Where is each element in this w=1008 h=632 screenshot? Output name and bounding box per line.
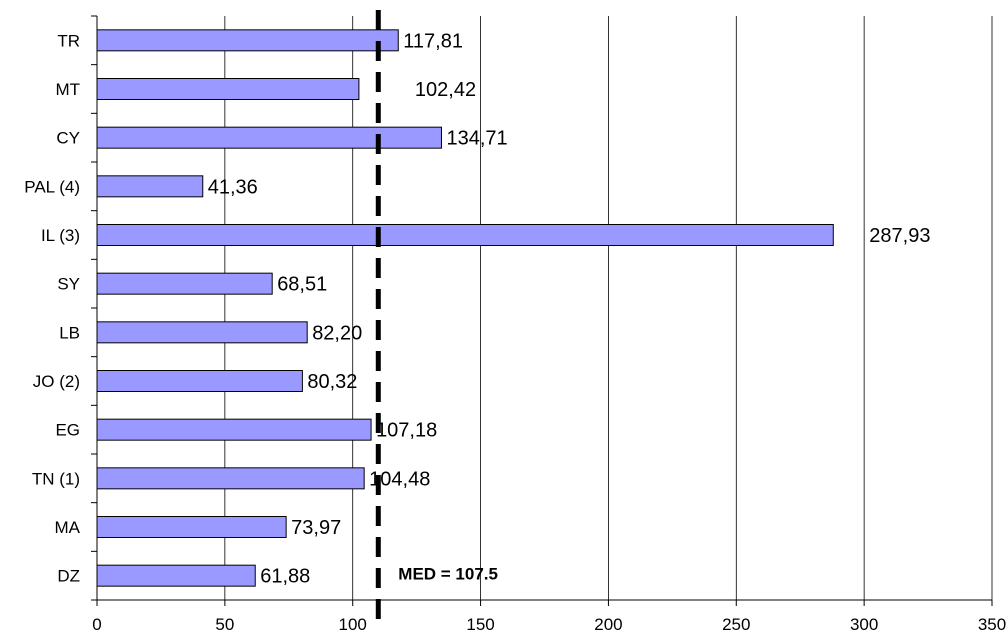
category-label: DZ <box>57 567 80 586</box>
x-tick-label: 350 <box>978 615 1006 632</box>
bar <box>96 564 256 587</box>
bar <box>96 78 360 100</box>
bar <box>96 516 287 538</box>
value-label: 134,71 <box>446 128 507 150</box>
value-label: 287,93 <box>869 225 930 247</box>
value-label: 102,42 <box>415 79 476 101</box>
category-label: SY <box>57 275 80 294</box>
axes: 0 50 100 150 200 250 300 350 <box>91 15 1006 632</box>
value-label: 117,81 <box>403 30 463 52</box>
value-label: 80,32 <box>307 371 357 393</box>
labels: TR 117,81 MT 102,42 CY 134,71 PAL (4) 41,36 IL (… <box>24 30 930 587</box>
bar <box>96 418 372 441</box>
value-label: 41,36 <box>208 176 258 198</box>
value-label: 104,48 <box>369 468 430 490</box>
x-tick-label: 50 <box>215 615 234 632</box>
category-label: LB <box>59 323 80 342</box>
bar <box>96 467 365 490</box>
bar <box>96 370 303 392</box>
value-label: 107,18 <box>376 420 437 442</box>
category-label: EG <box>55 421 80 440</box>
value-label: 68,51 <box>277 274 327 296</box>
value-label: 61,88 <box>260 566 310 588</box>
bar <box>96 29 399 52</box>
x-tick-label: 150 <box>466 615 494 632</box>
category-label: TR <box>57 31 80 50</box>
category-label: MT <box>55 80 80 99</box>
bar <box>96 175 204 198</box>
bar <box>96 126 442 149</box>
bars <box>96 29 834 587</box>
value-label: 73,97 <box>291 517 341 539</box>
grid-lines <box>224 16 993 600</box>
category-label: CY <box>56 129 80 148</box>
bar <box>96 224 834 246</box>
x-tick-label: 300 <box>850 615 878 632</box>
x-tick-label: 200 <box>594 615 622 632</box>
category-label: MA <box>55 518 81 537</box>
x-tick-label: 100 <box>339 615 367 632</box>
value-label: 82,20 <box>312 322 362 344</box>
bar <box>96 321 308 344</box>
bar <box>96 272 273 295</box>
category-label: TN (1) <box>32 469 80 488</box>
median-label: MED = 107.5 <box>398 565 498 584</box>
x-tick-label: 0 <box>92 615 101 632</box>
category-label: PAL (4) <box>24 177 80 196</box>
median-reference: MED = 107.5 <box>375 10 498 630</box>
category-label: IL (3) <box>41 226 80 245</box>
category-label: JO (2) <box>33 372 80 391</box>
x-tick-label: 250 <box>722 615 750 632</box>
